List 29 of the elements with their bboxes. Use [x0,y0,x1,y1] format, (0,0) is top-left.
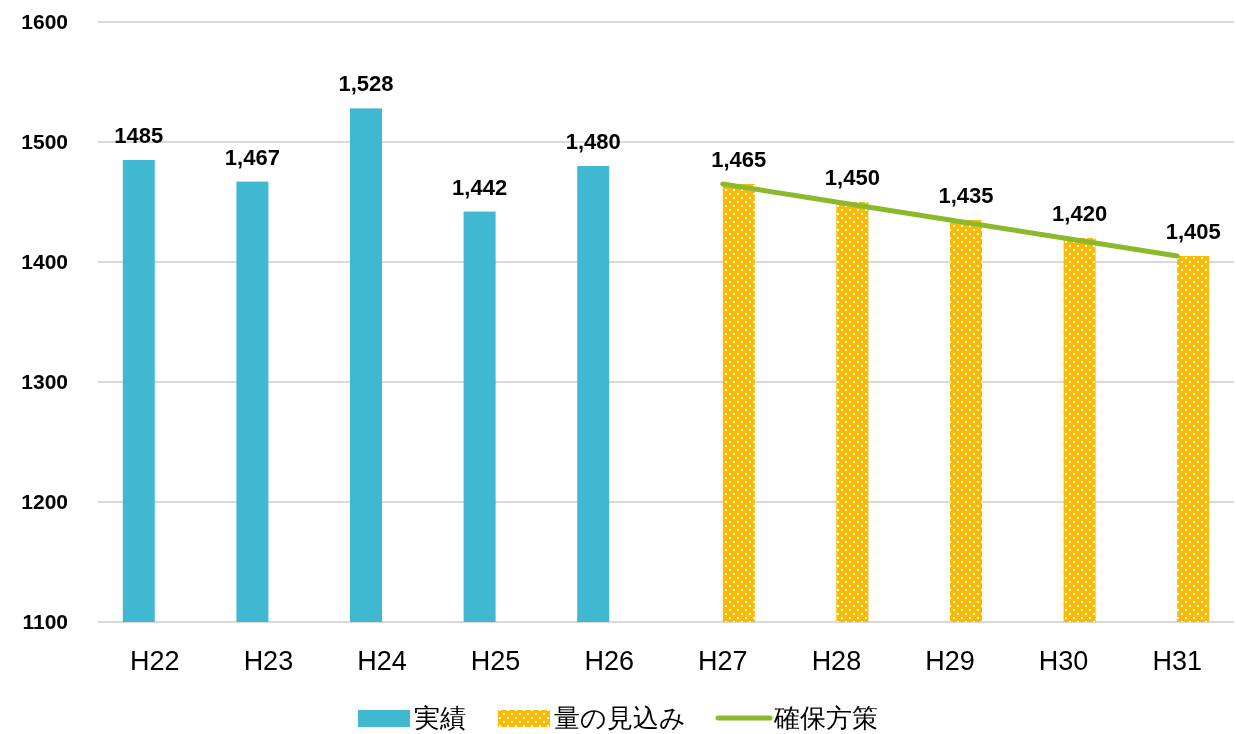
data-label: 1,467 [224,144,280,170]
x-tick-label: H31 [1152,646,1202,676]
x-tick-label: H28 [811,646,862,676]
legend-label: 実績 [414,703,466,733]
y-tick-label: 1300 [21,370,68,393]
x-tick-label: H27 [698,646,748,676]
data-label: 1,435 [938,183,994,208]
x-tick-label: H26 [584,646,634,676]
data-label: 1,405 [1165,219,1221,244]
data-label: 1,465 [711,147,767,172]
data-label: 1,450 [824,165,880,190]
data-label: 1485 [114,123,164,148]
data-label: 1,420 [1052,201,1108,226]
x-tick-label: H29 [925,646,975,676]
x-tick-label: H25 [470,646,521,676]
data-label: 1,480 [565,129,621,154]
y-tick-label: 1500 [21,130,68,153]
x-tick-label: H23 [243,646,294,676]
x-tick-label: H24 [357,646,407,676]
y-tick-label: 1200 [21,490,68,513]
x-tick-label: H30 [1038,646,1089,676]
y-tick-label: 1600 [21,10,68,33]
y-tick-label: 1100 [22,610,68,633]
x-tick-label: H22 [130,646,180,676]
data-label: 1,528 [338,71,394,97]
legend-label: 確保方策 [773,703,878,733]
legend-label: 量の見込み [554,703,686,733]
y-tick-label: 1400 [21,250,68,273]
data-label: 1,442 [452,174,508,200]
